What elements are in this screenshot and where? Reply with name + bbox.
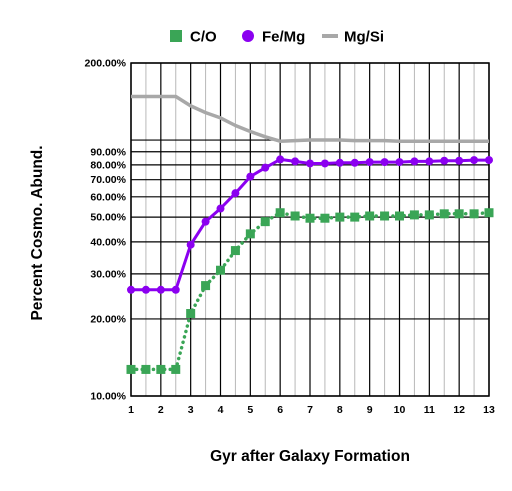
x-tick-label: 9 xyxy=(367,404,373,416)
legend-swatch-fe-mg xyxy=(242,30,254,42)
x-tick-label: 5 xyxy=(247,404,253,416)
y-tick-label: 60.00% xyxy=(90,191,126,203)
fe-mg-point xyxy=(216,204,225,213)
mg-si-line xyxy=(131,94,489,143)
c-o-point xyxy=(484,208,494,218)
fe-mg-point xyxy=(246,172,255,181)
grid xyxy=(130,62,490,397)
c-o-point xyxy=(320,213,330,223)
c-o-point xyxy=(454,209,464,219)
fe-mg-point xyxy=(231,189,240,198)
x-tick-label: 1 xyxy=(128,404,134,416)
legend-swatch-c-o xyxy=(170,30,182,42)
c-o-point xyxy=(424,210,434,220)
x-tick-label: 4 xyxy=(218,404,224,416)
fe-mg-point xyxy=(320,159,329,168)
c-o-point xyxy=(350,212,360,222)
c-o-point xyxy=(245,229,255,239)
y-tick-label: 200.00% xyxy=(85,58,127,70)
c-o-point xyxy=(201,281,211,291)
c-o-point xyxy=(290,211,300,221)
fe-mg-point xyxy=(141,285,150,294)
fe-mg-point xyxy=(261,163,270,172)
x-axis-label: Gyr after Galaxy Formation xyxy=(210,448,410,465)
fe-mg-point xyxy=(276,155,285,164)
fe-mg-point xyxy=(186,240,195,249)
fe-mg-point xyxy=(335,158,344,167)
c-o-point xyxy=(305,213,315,223)
c-o-point xyxy=(260,217,270,227)
fe-mg-point xyxy=(156,285,165,294)
c-o-point xyxy=(141,364,151,374)
plot-frame xyxy=(130,62,490,397)
fe-mg-point xyxy=(127,285,135,294)
fe-mg-point xyxy=(440,156,449,165)
y-tick-label: 90.00% xyxy=(90,146,126,158)
y-tick-label: 30.00% xyxy=(90,268,126,280)
fe-mg-point xyxy=(485,156,493,165)
x-tick-label: 10 xyxy=(394,404,406,416)
fe-mg-point xyxy=(365,158,374,167)
c-o-point xyxy=(469,209,479,219)
fe-mg-point xyxy=(201,217,210,226)
x-tick-label: 3 xyxy=(188,404,194,416)
c-o-point xyxy=(186,309,196,319)
c-o-point xyxy=(216,265,225,275)
fe-mg-point xyxy=(410,157,419,166)
x-tick-label: 12 xyxy=(453,404,465,416)
y-tick-label: 40.00% xyxy=(90,236,126,248)
c-o-point xyxy=(365,211,375,221)
legend-label-c-o: C/O xyxy=(190,29,217,46)
y-tick-label: 20.00% xyxy=(90,313,126,325)
x-tick-label: 6 xyxy=(277,404,283,416)
y-tick-label: 70.00% xyxy=(90,174,126,186)
legend: C/O Fe/Mg Mg/Si xyxy=(170,29,384,46)
fe-mg-point xyxy=(395,158,404,167)
fe-mg-point xyxy=(425,157,434,166)
legend-label-fe-mg: Fe/Mg xyxy=(262,29,305,46)
x-tick-label: 7 xyxy=(307,404,313,416)
c-o-point xyxy=(230,246,240,256)
legend-label-mg-si: Mg/Si xyxy=(344,29,384,46)
x-tick-label: 11 xyxy=(424,404,435,416)
y-tick-label: 80.00% xyxy=(90,159,126,171)
y-tick-label: 10.00% xyxy=(90,391,126,403)
c-o-point xyxy=(380,211,390,221)
x-tick-label: 2 xyxy=(158,404,164,416)
fe-mg-point xyxy=(455,156,464,165)
c-o-point xyxy=(439,209,449,219)
series-layer xyxy=(126,94,494,374)
fe-mg-point xyxy=(470,156,479,165)
fe-mg-point xyxy=(306,159,314,168)
c-o-point xyxy=(395,211,404,221)
fe-mg-point xyxy=(291,157,300,166)
x-tick-label: 8 xyxy=(337,404,343,416)
y-axis-label: Percent Cosmo. Abund. xyxy=(29,145,46,320)
c-o-point xyxy=(335,212,345,222)
c-o-point xyxy=(409,210,419,220)
axis-ticks: 200.00% 90.00%80.00% 70.00% 60.00% 50.00% 40.… xyxy=(85,58,495,417)
c-o-point xyxy=(156,364,166,374)
c-o-point xyxy=(275,208,285,218)
fe-mg-point xyxy=(350,158,359,167)
fe-mg-point xyxy=(171,285,180,294)
c-o-point xyxy=(171,364,181,374)
x-tick-label: 13 xyxy=(483,404,495,416)
fe-mg-point xyxy=(380,158,389,167)
c-o-point xyxy=(126,364,136,374)
y-tick-label: 50.00% xyxy=(90,212,126,224)
